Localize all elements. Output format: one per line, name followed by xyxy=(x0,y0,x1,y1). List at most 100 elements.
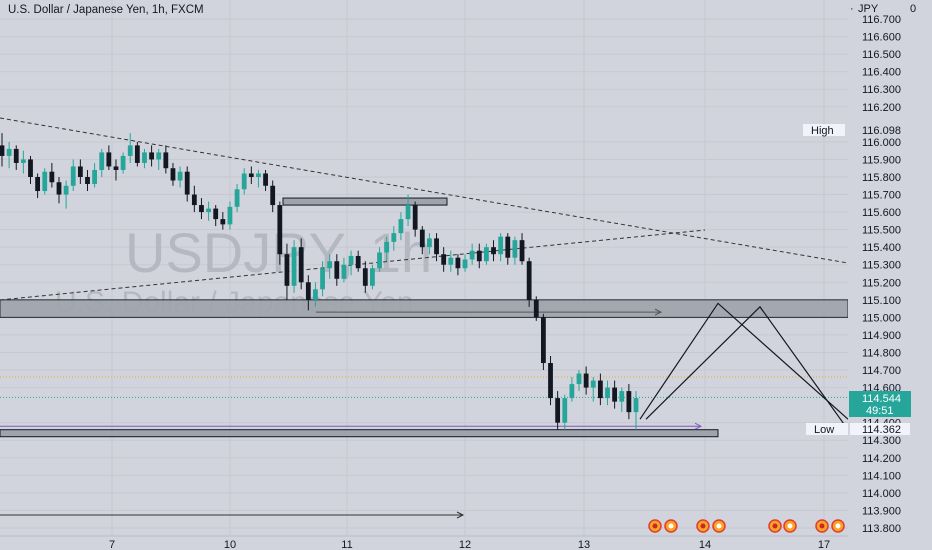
candle-up xyxy=(448,257,454,265)
us-flag-event-icon[interactable] xyxy=(648,519,662,533)
price-tick-label: 115.000 xyxy=(862,312,901,324)
candle-up xyxy=(177,171,183,181)
price-tick-label: 116.600 xyxy=(862,32,901,44)
event-icon-core xyxy=(700,523,706,529)
candle-down xyxy=(491,247,496,255)
candle-up xyxy=(469,250,475,260)
event-icon-core xyxy=(819,523,825,529)
candle-up xyxy=(227,206,233,225)
price-tick-label: 115.900 xyxy=(862,154,901,166)
time-tick-label: 11 xyxy=(341,539,352,550)
candle-up xyxy=(92,169,98,185)
candle-down xyxy=(476,250,482,262)
price-tick-label: 113.800 xyxy=(862,523,901,535)
time-tick-label: 13 xyxy=(578,539,590,550)
high-label: High xyxy=(811,125,834,137)
price-tick-label: 116.400 xyxy=(862,67,901,79)
candle-down xyxy=(334,261,340,279)
candle-down xyxy=(505,236,511,258)
current-price-tag xyxy=(849,391,911,417)
candle-down xyxy=(284,254,290,286)
price-tick-label: 115.800 xyxy=(862,172,901,184)
candle-down xyxy=(263,173,268,186)
candle-down xyxy=(597,380,603,399)
currency-menu[interactable]: 0 xyxy=(910,3,916,15)
economic-events[interactable] xyxy=(648,519,845,533)
candle-down xyxy=(13,148,19,163)
candle-up xyxy=(291,247,297,286)
resistance-zone xyxy=(0,299,849,318)
event-icon-core xyxy=(772,523,778,529)
candle-down xyxy=(412,205,418,230)
candle-down xyxy=(49,171,55,183)
low-value: 114.362 xyxy=(862,424,901,436)
candle-down xyxy=(106,152,112,167)
candle-up xyxy=(127,145,133,156)
event-icon[interactable] xyxy=(815,519,829,533)
high-label-box xyxy=(803,124,845,136)
candle-up xyxy=(462,259,468,269)
upper-zone xyxy=(282,197,448,206)
candle-up xyxy=(313,289,318,300)
projection-path-2 xyxy=(645,305,849,431)
candle-up xyxy=(234,189,240,207)
candle-down xyxy=(583,373,589,388)
grid-lines xyxy=(0,0,848,535)
candle-down xyxy=(56,182,62,195)
event-icon[interactable] xyxy=(696,519,710,533)
price-tick-label: 115.200 xyxy=(862,277,901,289)
event-icon-core xyxy=(716,523,722,529)
price-tick-label: 114.200 xyxy=(862,453,901,465)
candle-up xyxy=(633,398,639,413)
projection-path-1 xyxy=(639,302,849,420)
time-ticks[interactable]: 7 10 11 12 13 14 17 xyxy=(109,539,830,550)
price-tick-label: 115.300 xyxy=(862,260,901,272)
support-zone xyxy=(0,429,719,438)
candle-down xyxy=(612,387,618,402)
current-price: 114.544 xyxy=(862,393,901,405)
candle-down xyxy=(77,166,83,177)
time-tick-label: 12 xyxy=(459,539,471,550)
us-flag-event-icon[interactable] xyxy=(768,519,782,533)
candle-down xyxy=(270,185,276,206)
candle-up xyxy=(427,238,432,248)
low-label-box xyxy=(806,423,848,435)
candle-down xyxy=(519,240,525,262)
candle-up xyxy=(512,240,518,258)
event-icon[interactable] xyxy=(712,519,726,533)
candle-down xyxy=(191,194,197,206)
candle-down xyxy=(85,176,90,185)
candle-down xyxy=(419,229,425,248)
event-icon-core xyxy=(787,523,793,529)
candle-up xyxy=(484,247,489,262)
chart-title: U.S. Dollar / Japanese Yen, 1h, FXCM xyxy=(8,4,204,16)
time-tick-label: 17 xyxy=(818,539,830,550)
candle-down xyxy=(35,176,41,192)
descending-trendline xyxy=(0,117,849,264)
candle-up xyxy=(156,152,162,160)
candle-up xyxy=(377,252,382,269)
candle-down xyxy=(199,205,204,213)
candle-up xyxy=(142,152,147,163)
candle-up xyxy=(70,166,76,186)
candle-down xyxy=(277,205,283,255)
candle-down xyxy=(548,363,553,399)
candle-up xyxy=(605,387,610,399)
event-icon[interactable] xyxy=(831,519,845,533)
price-axis[interactable] xyxy=(848,0,932,550)
candle-down xyxy=(28,159,33,177)
ascending-trendline xyxy=(0,229,706,301)
high-value: 116.098 xyxy=(862,125,901,137)
price-tick-label: 114.800 xyxy=(862,347,901,359)
price-tick-label: 116.700 xyxy=(862,14,901,26)
event-icon[interactable] xyxy=(783,519,797,533)
candle-down xyxy=(113,166,119,170)
jp-flag-event-icon[interactable] xyxy=(664,519,678,533)
candle-up xyxy=(20,159,26,163)
candle-up xyxy=(590,380,596,388)
candle-up xyxy=(256,173,261,177)
candle-down xyxy=(455,257,461,269)
candle-up xyxy=(99,152,105,170)
